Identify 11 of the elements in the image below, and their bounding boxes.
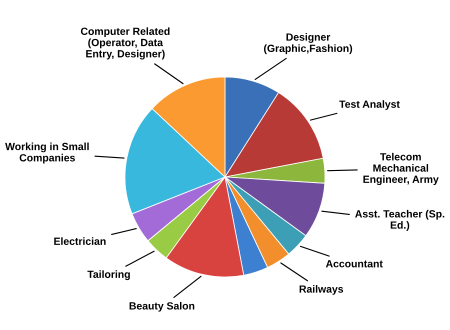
slice-label: Designer (Graphic,Fashion)	[264, 33, 352, 54]
slice-label: Railways	[300, 285, 344, 295]
slice-label: Asst. Teacher (Sp. Ed.)	[355, 210, 444, 231]
slice-label: Test Analyst	[339, 100, 400, 110]
slice-label: Tailoring	[87, 270, 130, 280]
slice-label: Beauty Salon	[130, 302, 194, 312]
slice-label: Telecom Mechanical Engineer, Army	[363, 152, 439, 186]
slice-label: Accountant	[326, 260, 383, 268]
slice-label: Computer Related (Operator, Data Entry, Designer)	[80, 27, 170, 60]
slice-label: Electrician	[54, 237, 106, 245]
slice-label: Working in Small Companies	[5, 142, 89, 164]
